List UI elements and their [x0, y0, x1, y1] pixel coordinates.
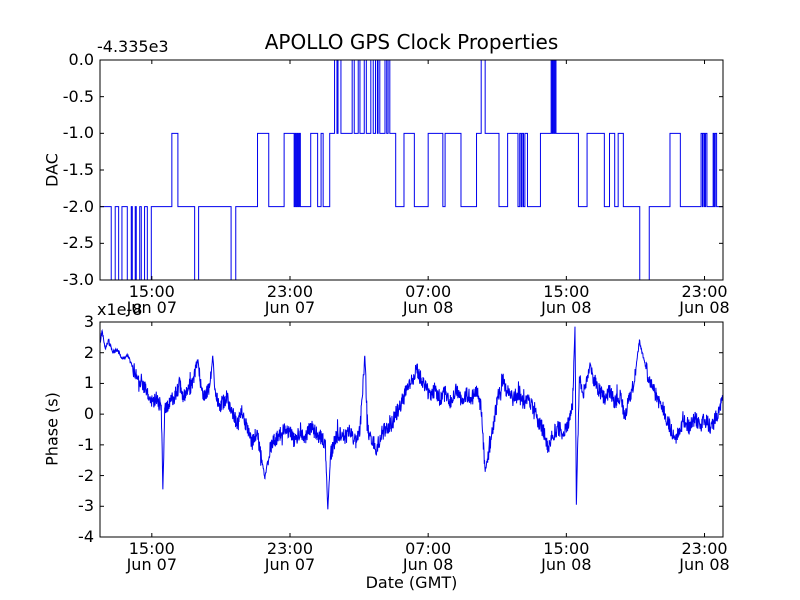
dac-y-tick-label: -3.0 — [62, 270, 94, 289]
phase-x-tick-date-label: Jun 07 — [126, 555, 178, 574]
phase-axis-label: Phase (s) — [42, 392, 62, 466]
phase-y-tick-label: -1 — [78, 434, 94, 454]
phase-y-tick-label: 2 — [83, 342, 94, 362]
phase-x-tick-time-label: 07:00 — [405, 539, 452, 558]
x-axis-label: Date (GMT) — [365, 573, 458, 592]
phase-x-tick-time-label: 15:00 — [128, 539, 175, 558]
phase-y-tick-label: -3 — [78, 496, 94, 516]
dac-x-tick-date-label: Jun 08 — [679, 298, 730, 317]
phase-x-tick-date-label: Jun 08 — [541, 555, 592, 574]
phase-x-tick-date-label: Jun 07 — [264, 555, 316, 574]
dac-x-tick-date-label: Jun 08 — [541, 298, 592, 317]
dac-x-tick-time-label: 15:00 — [543, 282, 590, 301]
dac-x-tick-time-label: 07:00 — [405, 282, 452, 301]
phase-y-tick-label: -4 — [78, 527, 94, 546]
phase-x-tick-time-label: 15:00 — [543, 539, 590, 558]
dac-x-tick-date-label: Jun 08 — [402, 298, 454, 317]
chart-title: APOLLO GPS Clock Properties — [264, 30, 559, 54]
dac-line-series — [100, 60, 723, 280]
dac-y-offset-label: -4.335e3 — [97, 37, 169, 56]
phase-y-multiplier-label: x1e-8 — [97, 300, 143, 319]
phase-x-tick-time-label: 23:00 — [266, 539, 314, 558]
dac-y-tick-label: -1.5 — [62, 160, 94, 179]
dac-y-tick-label: -2.5 — [62, 233, 94, 253]
dac-x-tick-time-label: 23:00 — [266, 282, 314, 301]
phase-x-tick-date-label: Jun 08 — [679, 555, 730, 574]
dac-y-tick-label: 0.0 — [68, 50, 94, 69]
phase-y-tick-label: -2 — [78, 465, 94, 485]
dac-x-tick-date-label: Jun 07 — [126, 298, 178, 317]
dac-x-tick-time-label: 15:00 — [128, 282, 175, 301]
phase-y-tick-label: 3 — [83, 312, 94, 331]
phase-x-tick-date-label: Jun 08 — [402, 555, 454, 574]
dac-x-tick-date-label: Jun 07 — [264, 298, 316, 317]
phase-y-tick-label: 0 — [83, 404, 94, 424]
dac-y-tick-label: -0.5 — [62, 86, 94, 106]
dac-axes-frame — [99, 59, 724, 281]
phase-axes-frame — [99, 321, 724, 538]
dac-y-tick-label: -1.0 — [62, 123, 94, 143]
phase-y-tick-label: 1 — [83, 373, 94, 393]
dac-y-tick-label: -2.0 — [62, 196, 94, 216]
phase-x-tick-time-label: 23:00 — [681, 539, 728, 558]
dac-x-tick-time-label: 23:00 — [681, 282, 728, 301]
phase-line-series — [100, 326, 723, 510]
